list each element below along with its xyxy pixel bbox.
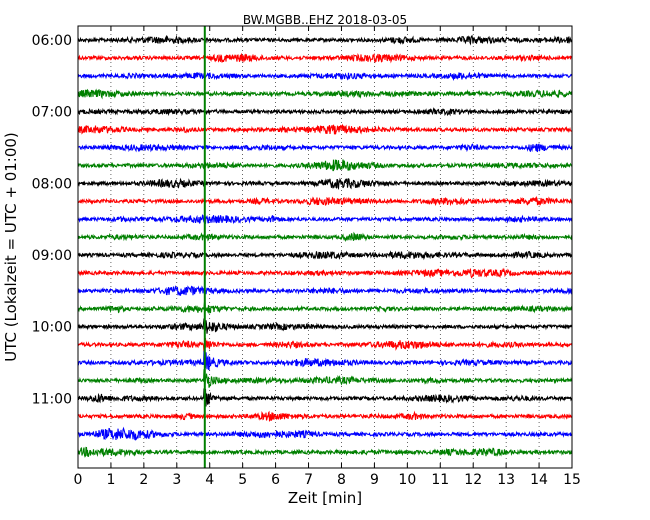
trace-0700 <box>77 106 573 117</box>
x-tick-label: 3 <box>172 472 181 488</box>
x-tick-label: 8 <box>337 472 346 488</box>
y-tick-label: 11:00 <box>32 391 72 407</box>
trace-0630 <box>77 71 573 82</box>
trace-0645 <box>77 88 573 100</box>
chart-title: BW.MGBB..EHZ 2018-03-05 <box>243 13 407 27</box>
grid-lines <box>78 26 572 468</box>
y-tick-label: 07:00 <box>32 105 72 121</box>
x-axis-ticks: 0 1 2 3 4 5 6 7 8 9 10 11 12 13 14 15 <box>74 26 581 488</box>
x-tick-label: 1 <box>106 472 115 488</box>
y-tick-label: 08:00 <box>32 176 72 192</box>
trace-0600 <box>77 34 573 46</box>
trace-0915 <box>77 267 573 279</box>
x-tick-label: 15 <box>563 472 581 488</box>
x-tick-label: 2 <box>139 472 148 488</box>
trace-0845 <box>77 231 573 243</box>
y-tick-label: 10:00 <box>32 320 72 336</box>
trace-0945 <box>77 301 573 314</box>
trace-0615 <box>77 52 573 64</box>
trace-1030 <box>77 350 573 371</box>
x-tick-label: 5 <box>238 472 247 488</box>
x-tick-label: 0 <box>74 472 83 488</box>
x-tick-label: 7 <box>304 472 313 488</box>
y-axis-ticks: 06:00 07:00 08:00 09:00 10:00 11:00 <box>32 33 572 407</box>
trace-0800 <box>77 177 573 191</box>
trace-1000 <box>77 318 573 334</box>
x-tick-label: 12 <box>464 472 482 488</box>
trace-0745 <box>77 159 573 172</box>
trace-group <box>77 34 573 458</box>
x-tick-label: 9 <box>370 472 379 488</box>
trace-0730 <box>77 143 573 153</box>
trace-0930 <box>77 285 573 296</box>
trace-0815 <box>77 195 573 207</box>
trace-1130 <box>77 426 573 441</box>
y-tick-label: 06:00 <box>32 33 72 49</box>
x-tick-label: 10 <box>398 472 416 488</box>
trace-1045 <box>77 369 573 388</box>
trace-1145 <box>77 446 573 458</box>
y-tick-label: 09:00 <box>32 248 72 264</box>
trace-1100 <box>77 388 573 407</box>
x-tick-label: 13 <box>497 472 515 488</box>
trace-0715 <box>77 123 573 135</box>
trace-0900 <box>77 250 573 261</box>
trace-1015 <box>77 337 573 353</box>
plot-frame <box>77 25 573 469</box>
x-tick-label: 11 <box>431 472 449 488</box>
x-tick-label: 6 <box>271 472 280 488</box>
y-axis-label: UTC (Lokalzeit = UTC + 01:00) <box>2 132 20 362</box>
x-axis-label: Zeit [min] <box>288 489 362 507</box>
x-tick-label: 14 <box>530 472 548 488</box>
trace-1115 <box>77 410 573 422</box>
x-tick-label: 4 <box>205 472 214 488</box>
trace-0830 <box>77 214 573 225</box>
